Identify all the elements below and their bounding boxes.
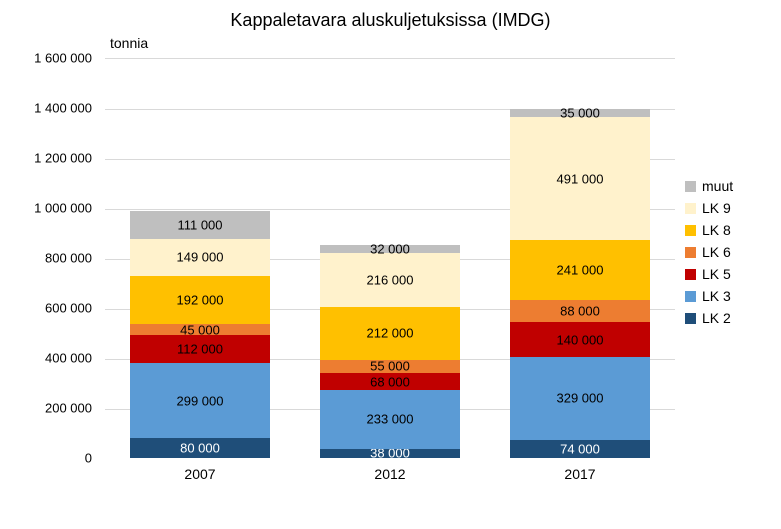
segment-lk9: 149 000 — [130, 239, 270, 276]
bar-2012: 38 000 233 000 68 00055 000 212 000 216 000 3… — [320, 245, 460, 459]
segment-lk5: 140 000 — [510, 322, 650, 357]
data-label: 491 000 — [510, 171, 650, 186]
legend-swatch — [685, 203, 696, 214]
segment-lk2: 74 000 — [510, 440, 650, 459]
segment-muut: 35 000 — [510, 109, 650, 118]
y-tick-label: 1 000 000 — [10, 201, 92, 216]
y-axis: 0 200 000 400 000 600 000 800 000 1 000 000 1 … — [10, 58, 98, 498]
data-label: 111 000 — [130, 217, 270, 232]
segment-muut: 32 000 — [320, 245, 460, 253]
data-label: 216 000 — [320, 272, 460, 287]
y-tick-label: 400 000 — [10, 351, 92, 366]
legend-swatch — [685, 225, 696, 236]
segment-lk2: 80 000 — [130, 438, 270, 458]
data-label: 112 000 — [130, 342, 270, 357]
legend-swatch — [685, 181, 696, 192]
segment-lk5: 112 000 — [130, 335, 270, 363]
y-tick-label: 0 — [10, 451, 92, 466]
data-label: 212 000 — [320, 326, 460, 341]
plot-area: 80 000 299 000 112 000 45 000 192 000 149 000… — [105, 58, 675, 458]
chart-subtitle: tonnia — [110, 35, 771, 51]
legend-swatch — [685, 247, 696, 258]
segment-muut: 111 000 — [130, 211, 270, 239]
segment-lk5: 68 000 — [320, 373, 460, 390]
data-label: 241 000 — [510, 263, 650, 278]
legend-label: LK 3 — [702, 288, 731, 304]
legend-label: LK 9 — [702, 200, 731, 216]
segment-lk8: 212 000 — [320, 307, 460, 360]
data-label: 32 000 — [320, 241, 460, 256]
legend-swatch — [685, 291, 696, 302]
x-tick-label: 2017 — [485, 460, 675, 490]
legend-swatch — [685, 313, 696, 324]
data-label: 329 000 — [510, 391, 650, 406]
legend-label: LK 6 — [702, 244, 731, 260]
bar-slot: 74 000 329 000 140 000 88 000 241 000 491 000… — [485, 59, 675, 458]
y-tick-label: 1 200 000 — [10, 151, 92, 166]
plot-wrap: 0 200 000 400 000 600 000 800 000 1 000 000 1 … — [10, 58, 770, 498]
segment-lk9: 216 000 — [320, 253, 460, 307]
bar-2017: 74 000 329 000 140 000 88 000 241 000 491 000… — [510, 109, 650, 459]
segment-lk6: 88 000 — [510, 300, 650, 322]
data-label: 233 000 — [320, 412, 460, 427]
data-label: 55 000 — [320, 359, 460, 374]
legend-label: LK 2 — [702, 310, 731, 326]
chart-title: Kappaletavara aluskuljetuksissa (IMDG) — [10, 10, 771, 31]
y-tick-label: 600 000 — [10, 301, 92, 316]
data-label: 74 000 — [510, 441, 650, 456]
chart-container: Kappaletavara aluskuljetuksissa (IMDG) t… — [0, 0, 781, 529]
bar-2007: 80 000 299 000 112 000 45 000 192 000 149 000… — [130, 211, 270, 458]
segment-lk9: 491 000 — [510, 117, 650, 240]
legend-swatch — [685, 269, 696, 280]
y-tick-label: 1 400 000 — [10, 101, 92, 116]
legend-item-lk9: LK 9 — [685, 200, 781, 216]
legend-label: LK 5 — [702, 266, 731, 282]
segment-lk2: 38 000 — [320, 449, 460, 459]
segment-lk8: 192 000 — [130, 276, 270, 324]
data-label: 192 000 — [130, 293, 270, 308]
x-axis: 200720122017 — [105, 460, 675, 490]
segment-lk3: 233 000 — [320, 390, 460, 448]
x-tick-label: 2012 — [295, 460, 485, 490]
data-label: 45 000 — [130, 322, 270, 337]
segment-lk6: 55 000 — [320, 360, 460, 374]
legend-label: LK 8 — [702, 222, 731, 238]
legend-item-lk3: LK 3 — [685, 288, 781, 304]
data-label: 88 000 — [510, 304, 650, 319]
bars-group: 80 000 299 000 112 000 45 000 192 000 149 000… — [105, 59, 675, 458]
segment-lk3: 299 000 — [130, 363, 270, 438]
data-label: 35 000 — [510, 105, 650, 120]
legend-item-muut: muut — [685, 178, 781, 194]
legend-item-lk8: LK 8 — [685, 222, 781, 238]
bar-slot: 80 000 299 000 112 000 45 000 192 000 149 000… — [105, 59, 295, 458]
data-label: 80 000 — [130, 441, 270, 456]
y-tick-label: 800 000 — [10, 251, 92, 266]
bar-slot: 38 000 233 000 68 00055 000 212 000 216 000 3… — [295, 59, 485, 458]
y-tick-label: 1 600 000 — [10, 51, 92, 66]
legend-item-lk5: LK 5 — [685, 266, 781, 282]
data-label: 299 000 — [130, 393, 270, 408]
segment-lk6: 45 000 — [130, 324, 270, 335]
data-label: 140 000 — [510, 332, 650, 347]
segment-lk8: 241 000 — [510, 240, 650, 300]
legend: muut LK 9 LK 8 LK 6 LK 5 LK 3 LK 2 — [685, 178, 781, 332]
segment-lk3: 329 000 — [510, 357, 650, 439]
legend-item-lk2: LK 2 — [685, 310, 781, 326]
legend-item-lk6: LK 6 — [685, 244, 781, 260]
x-tick-label: 2007 — [105, 460, 295, 490]
data-label: 149 000 — [130, 250, 270, 265]
data-label: 68 000 — [320, 374, 460, 389]
y-tick-label: 200 000 — [10, 401, 92, 416]
legend-label: muut — [702, 178, 733, 194]
